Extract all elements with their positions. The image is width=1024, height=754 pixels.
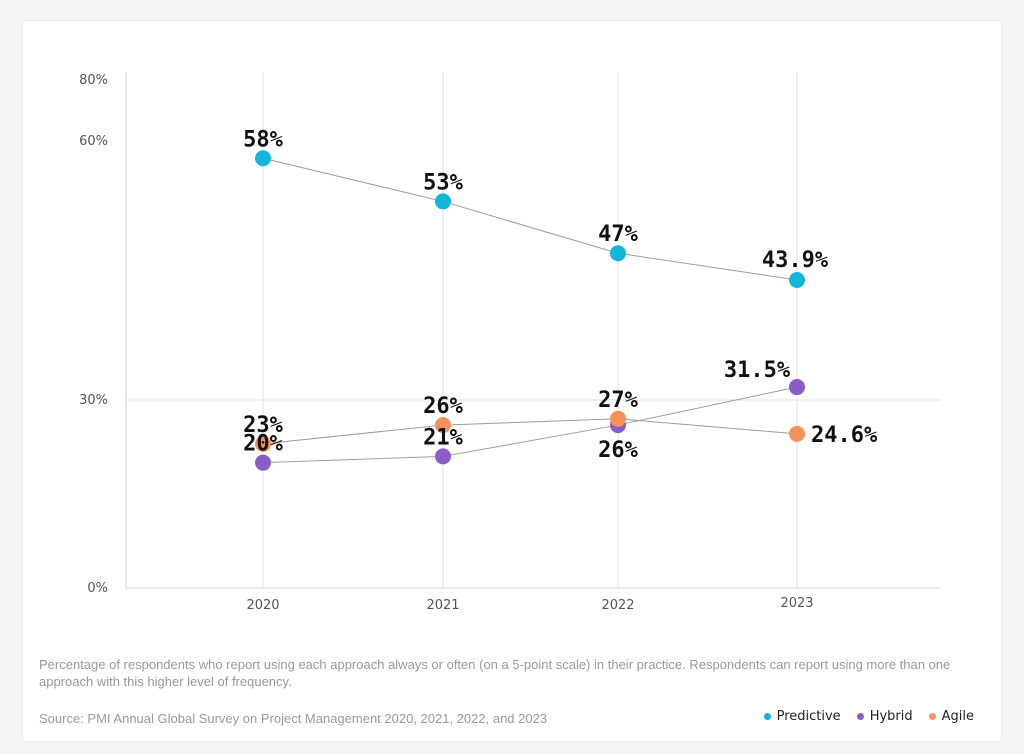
data-point-agile — [435, 417, 451, 434]
chart-card — [22, 20, 1002, 742]
x-tick-label: 2020 — [246, 598, 279, 613]
legend-label: Agile — [941, 709, 974, 724]
y-tick-label: 80% — [79, 73, 108, 88]
legend-item-hybrid: Hybrid — [856, 709, 913, 724]
legend-dot-icon — [763, 713, 771, 720]
data-label-predictive: 53% — [423, 170, 463, 195]
data-label-predictive: 47% — [598, 222, 638, 247]
series-points — [255, 150, 805, 471]
series-line-predictive — [262, 157, 798, 281]
x-tick-label: 2022 — [601, 598, 634, 613]
legend-label: Hybrid — [869, 709, 913, 724]
data-label-hybrid: 21% — [423, 425, 463, 450]
legend-dot-icon — [856, 713, 864, 720]
data-label-hybrid: 31.5% — [724, 358, 791, 383]
data-point-predictive — [255, 150, 271, 167]
series-line-hybrid — [262, 386, 798, 464]
data-label-agile: 24.6% — [811, 423, 878, 448]
data-label-hybrid: 20% — [243, 432, 283, 457]
data-point-agile — [610, 410, 626, 427]
legend-item-predictive: Predictive — [763, 709, 841, 724]
data-point-hybrid — [789, 379, 805, 396]
data-point-predictive — [610, 245, 626, 262]
y-tick-label: 60% — [79, 134, 108, 149]
chart-source: Source: PMI Annual Global Survey on Proj… — [39, 711, 548, 726]
series-line-agile — [262, 418, 798, 445]
data-point-predictive — [435, 193, 451, 210]
data-label-agile: 23% — [243, 413, 283, 438]
chart-caption: Percentage of respondents who report usi… — [39, 657, 951, 689]
y-tick-label: 30% — [79, 393, 108, 408]
x-tick-label: 2023 — [780, 596, 813, 611]
legend-item-agile: Agile — [928, 709, 974, 724]
data-point-hybrid — [255, 454, 271, 471]
data-label-predictive: 58% — [243, 127, 283, 152]
data-label-agile: 26% — [423, 394, 463, 419]
chart-legend: Predictive Hybrid Agile — [763, 709, 974, 724]
y-tick-label: 0% — [87, 581, 108, 596]
legend-label: Predictive — [776, 709, 841, 724]
data-point-agile — [255, 435, 271, 452]
data-point-hybrid — [435, 448, 451, 465]
data-label-agile: 27% — [598, 388, 638, 413]
data-point-agile — [789, 425, 805, 442]
axes: 0% 30% 60% 80% 2020 2021 2022 2023 — [79, 72, 940, 613]
data-labels: 58% 53% 47% 43.9% 20% 21% 26% 31.5% 23% 26% 27% 24.… — [243, 127, 878, 463]
legend-dot-icon — [928, 713, 936, 720]
data-label-hybrid: 26% — [598, 438, 638, 463]
data-point-predictive — [789, 271, 805, 288]
data-label-predictive: 43.9% — [762, 248, 829, 273]
series-lines — [262, 157, 798, 464]
x-tick-label: 2021 — [426, 598, 459, 613]
